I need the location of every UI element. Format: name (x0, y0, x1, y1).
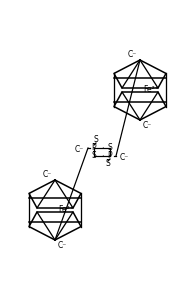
Text: ·: · (101, 152, 103, 161)
Text: Fe²⁺: Fe²⁺ (58, 205, 74, 214)
Text: C⁻: C⁻ (43, 170, 52, 179)
Text: C⁻: C⁻ (75, 145, 84, 153)
Text: S̈: S̈ (106, 159, 110, 168)
Text: C⁻: C⁻ (120, 152, 129, 162)
Text: C⁻: C⁻ (128, 50, 137, 59)
Text: S: S (108, 143, 112, 152)
Text: S: S (94, 136, 98, 145)
Text: C⁻: C⁻ (58, 241, 67, 250)
Text: C⁻: C⁻ (143, 121, 152, 130)
Text: ·: · (101, 144, 103, 153)
Text: Ṗ: Ṗ (92, 143, 96, 152)
Text: Fe²⁺: Fe²⁺ (143, 86, 159, 95)
Text: Ṗ: Ṗ (108, 152, 112, 161)
Text: Ṡ: Ṡ (92, 152, 96, 161)
